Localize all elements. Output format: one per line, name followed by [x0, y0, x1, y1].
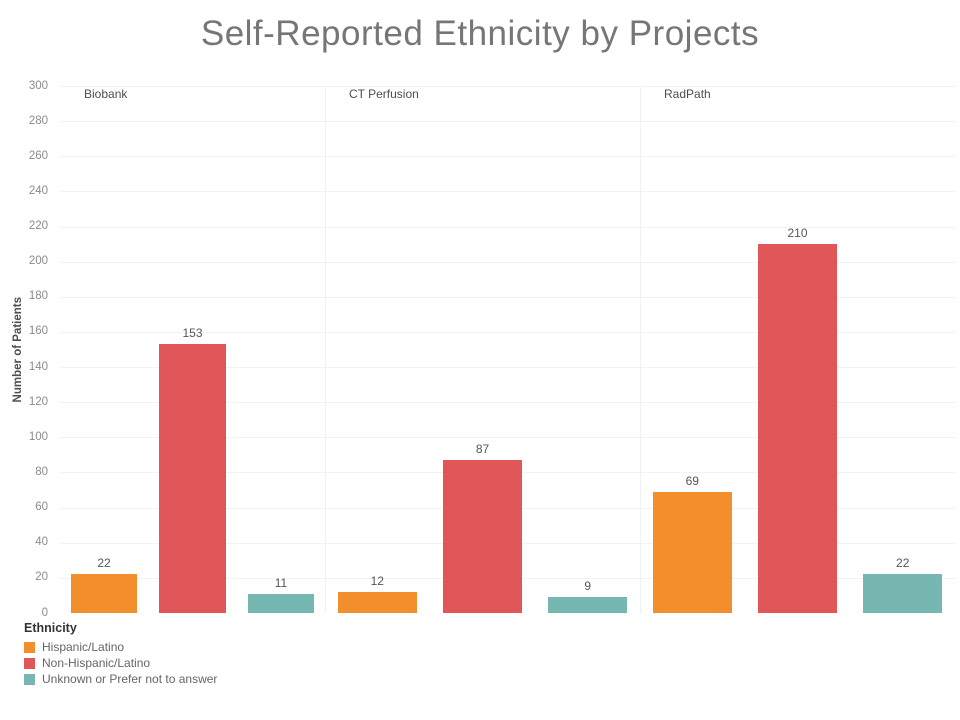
y-axis-tick-labels: 0 20 40 60 80 100 120 140 160 180 200 220 240 260 280 3…: [0, 80, 48, 619]
panels: Biobank 22 153 11 CT Perfusion 12 87 9 RadPath 69…: [60, 86, 955, 613]
tick-label: 280: [28, 114, 48, 127]
tick-label: 0: [41, 606, 48, 619]
legend-item-label: Non-Hispanic/Latino: [42, 656, 151, 670]
bar-non-hispanic-latino-radpath[interactable]: [757, 244, 838, 613]
tick-label: 300: [28, 79, 48, 92]
legend-item-unknown-or-prefer-not-to-answer[interactable]: Unknown or Prefer not to answer: [24, 671, 217, 687]
gridline: [60, 191, 955, 193]
tick-label: 60: [35, 501, 48, 514]
legend-items: Hispanic/Latino Non-Hispanic/Latino Unknow…: [24, 639, 217, 687]
bars-ct-perfusion: 12 87 9: [325, 443, 640, 613]
bar-value-label: 22: [97, 556, 111, 571]
bar-value-label: 210: [787, 226, 808, 241]
gridline: [60, 367, 955, 369]
bar-cell-hispanic-latino-ct-perfusion: 12: [337, 573, 417, 613]
gridline: [60, 296, 955, 298]
bar-value-label: 11: [274, 575, 288, 590]
gridline: [60, 156, 955, 158]
bar-hispanic-latino-ct-perfusion[interactable]: [337, 591, 417, 613]
legend-item-label: Unknown or Prefer not to answer: [42, 672, 218, 686]
bar-cell-hispanic-latino-biobank: 22: [70, 556, 138, 613]
bar-value-label: 69: [685, 473, 699, 488]
tick-label: 240: [28, 184, 48, 197]
bar-cell-hispanic-latino-radpath: 69: [652, 473, 732, 613]
gridline: [60, 121, 955, 123]
bar-unknown-or-prefer-not-to-answer-biobank[interactable]: [247, 593, 315, 613]
tick-label: 80: [35, 465, 48, 478]
gridline: [60, 331, 955, 333]
panel-header-ct-perfusion: CT Perfusion: [349, 87, 419, 101]
bar-value-label: 87: [475, 442, 490, 457]
panel-header-biobank: Biobank: [84, 87, 128, 101]
bar-value-label: 9: [584, 579, 592, 594]
tick-label: 160: [28, 325, 48, 338]
tick-label: 220: [28, 220, 48, 233]
tick-label: 180: [28, 290, 48, 303]
tick-label: 40: [35, 536, 48, 549]
legend-swatch-icon: [24, 657, 35, 669]
tick-label: 140: [28, 360, 48, 373]
bar-cell-unknown-or-prefer-not-to-answer-ct-perfusion: 9: [548, 579, 628, 613]
panel-radpath: RadPath 69 210 22: [640, 86, 955, 613]
legend: Ethnicity Hispanic/Latino Non-Hispanic/La…: [24, 621, 217, 687]
gridline: [60, 226, 955, 228]
legend-item-non-hispanic-latino[interactable]: Non-Hispanic/Latino: [24, 655, 217, 671]
legend-swatch-icon: [24, 641, 35, 653]
bars-biobank: 22 153 11: [60, 327, 325, 613]
bar-unknown-or-prefer-not-to-answer-radpath[interactable]: [863, 574, 943, 613]
legend-swatch-icon: [24, 673, 35, 685]
bar-value-label: 22: [896, 556, 910, 571]
panel-divider: [325, 86, 326, 613]
gridline: [60, 402, 955, 404]
legend-item-hispanic-latino[interactable]: Hispanic/Latino: [24, 639, 217, 655]
bar-non-hispanic-latino-ct-perfusion[interactable]: [442, 460, 523, 613]
tick-label: 20: [35, 571, 48, 584]
bar-cell-non-hispanic-latino-radpath: 210: [757, 226, 838, 613]
legend-title: Ethnicity: [24, 621, 77, 635]
panel-divider: [640, 86, 641, 613]
plot-area: Biobank 22 153 11 CT Perfusion 12 87 9 RadPath 69…: [60, 86, 955, 613]
bar-cell-unknown-or-prefer-not-to-answer-radpath: 22: [863, 556, 943, 613]
bar-value-label: 12: [370, 573, 384, 588]
panel-header-radpath: RadPath: [664, 87, 711, 101]
bar-cell-unknown-or-prefer-not-to-answer-biobank: 11: [247, 575, 315, 613]
bar-non-hispanic-latino-biobank[interactable]: [159, 344, 226, 613]
tick-label: 100: [28, 430, 48, 443]
bar-cell-non-hispanic-latino-ct-perfusion: 87: [442, 442, 523, 613]
bar-unknown-or-prefer-not-to-answer-ct-perfusion[interactable]: [548, 597, 628, 613]
gridline: [60, 437, 955, 439]
bars-radpath: 69 210 22: [640, 227, 955, 613]
chart-title: Self-Reported Ethnicity by Projects: [200, 14, 760, 53]
gridline: [60, 261, 955, 263]
tick-label: 260: [28, 149, 48, 162]
gridline: [60, 86, 955, 87]
bar-hispanic-latino-biobank[interactable]: [70, 574, 138, 613]
panel-ct-perfusion: CT Perfusion 12 87 9: [325, 86, 640, 613]
panel-biobank: Biobank 22 153 11: [60, 86, 325, 613]
tick-label: 120: [28, 395, 48, 408]
bar-value-label: 153: [182, 326, 203, 341]
bar-hispanic-latino-radpath[interactable]: [652, 491, 732, 613]
legend-item-label: Hispanic/Latino: [42, 640, 125, 654]
bar-cell-non-hispanic-latino-biobank: 153: [159, 327, 226, 613]
tick-label: 200: [28, 255, 48, 268]
